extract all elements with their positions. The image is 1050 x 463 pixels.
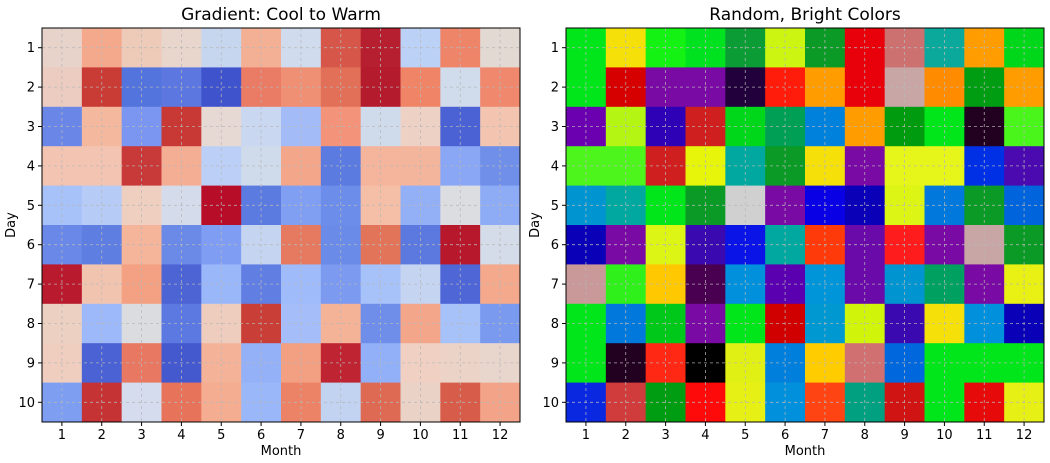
- x-tick-label: 11: [452, 428, 469, 443]
- y-tick-label: 10: [18, 396, 35, 411]
- chart-title: Random, Bright Colors: [709, 5, 901, 25]
- x-tick-label: 2: [622, 428, 630, 443]
- x-tick-label: 7: [821, 428, 829, 443]
- x-tick-label: 8: [861, 428, 869, 443]
- y-tick-label: 7: [551, 278, 559, 293]
- x-tick-label: 12: [492, 428, 509, 443]
- y-tick-label: 6: [27, 238, 35, 253]
- x-tick-label: 5: [741, 428, 749, 443]
- x-tick-label: 7: [297, 428, 305, 443]
- x-tick-label: 3: [137, 428, 145, 443]
- y-tick-label: 9: [551, 356, 559, 371]
- y-tick-label: 8: [551, 317, 559, 332]
- y-tick-label: 4: [551, 159, 559, 174]
- y-tick-label: 10: [542, 396, 559, 411]
- x-tick-label: 6: [257, 428, 265, 443]
- x-tick-label: 10: [412, 428, 429, 443]
- x-axis-label: Month: [261, 444, 302, 459]
- x-tick-label: 4: [701, 428, 709, 443]
- y-tick-label: 3: [551, 120, 559, 135]
- x-tick-label: 8: [337, 428, 345, 443]
- x-tick-label: 5: [217, 428, 225, 443]
- chart-title: Gradient: Cool to Warm: [181, 5, 381, 25]
- x-tick-label: 10: [936, 428, 953, 443]
- x-tick-label: 1: [582, 428, 590, 443]
- y-tick-label: 1: [551, 41, 559, 56]
- y-tick-label: 1: [27, 41, 35, 56]
- plot-frame: [41, 27, 521, 423]
- heatmap-cell: [964, 264, 1005, 305]
- y-tick-label: 5: [551, 199, 559, 214]
- x-tick-label: 9: [376, 428, 384, 443]
- y-tick-label: 6: [551, 238, 559, 253]
- x-tick-label: 6: [781, 428, 789, 443]
- x-tick-label: 4: [177, 428, 185, 443]
- y-tick-label: 3: [27, 120, 35, 135]
- x-tick-label: 2: [98, 428, 106, 443]
- x-tick-label: 12: [1016, 428, 1033, 443]
- plot-frame: [565, 27, 1045, 423]
- y-axis-label: Day: [528, 212, 543, 238]
- x-tick-label: 3: [661, 428, 669, 443]
- y-tick-label: 8: [27, 317, 35, 332]
- y-tick-label: 5: [27, 199, 35, 214]
- y-tick-label: 4: [27, 159, 35, 174]
- x-tick-label: 1: [58, 428, 66, 443]
- y-axis-label: Day: [4, 212, 19, 238]
- x-tick-label: 11: [976, 428, 993, 443]
- x-axis-label: Month: [785, 444, 826, 459]
- y-tick-label: 2: [27, 81, 35, 96]
- x-tick-label: 9: [900, 428, 908, 443]
- y-tick-label: 2: [551, 81, 559, 96]
- y-tick-label: 7: [27, 278, 35, 293]
- heatmap-cell: [440, 264, 481, 305]
- y-tick-label: 9: [27, 356, 35, 371]
